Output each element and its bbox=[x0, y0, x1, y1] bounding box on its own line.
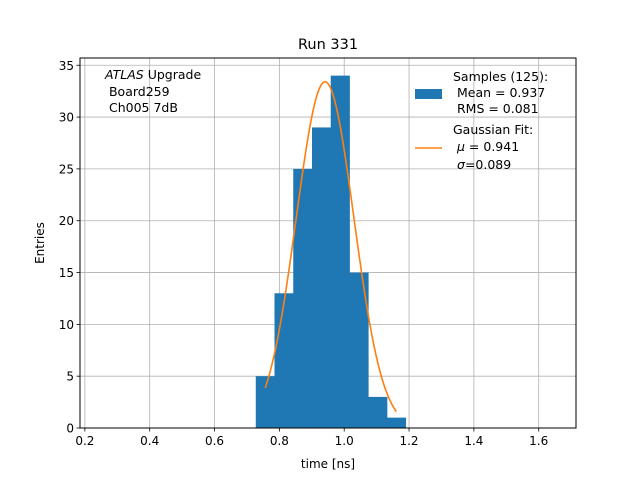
histogram-bar bbox=[293, 168, 313, 428]
histogram-bar bbox=[255, 376, 275, 428]
legend-fit-title: Gaussian Fit: bbox=[453, 122, 533, 137]
y-axis-label: Entries bbox=[33, 222, 47, 264]
legend-sigma-symbol: σ bbox=[457, 157, 466, 172]
histogram-bar bbox=[368, 396, 388, 428]
y-tick-label: 0 bbox=[66, 422, 74, 436]
x-tick-label: 0.6 bbox=[205, 434, 224, 448]
legend-samples-line-1: Samples (125): bbox=[453, 69, 548, 84]
x-tick-label: 1.4 bbox=[464, 434, 483, 448]
legend: Samples (125): Mean = 0.937 RMS = 0.081 … bbox=[415, 69, 548, 172]
x-tick-label: 1.2 bbox=[399, 434, 418, 448]
atlas-annotation: ATLAS Upgrade Board259 Ch005 7dB bbox=[104, 67, 201, 115]
y-tick-label: 20 bbox=[59, 214, 74, 228]
legend-samples-line-2: Mean = 0.937 bbox=[453, 85, 545, 100]
histogram-bar bbox=[349, 272, 369, 428]
histogram-bar bbox=[386, 417, 407, 428]
x-tick-label: 0.8 bbox=[270, 434, 289, 448]
histogram-bar bbox=[311, 127, 332, 429]
y-tick-label: 30 bbox=[59, 111, 74, 125]
axis-ticks: 0.2 0.4 0.6 0.8 1.0 1.2 1.4 1.6 0 5 10 15 20 25 30 35 bbox=[59, 59, 549, 448]
gaussian-fit-curve bbox=[264, 81, 397, 413]
annotation-line-3: Ch005 7dB bbox=[105, 100, 178, 115]
annotation-upgrade: Upgrade bbox=[144, 67, 202, 82]
histogram-bars bbox=[255, 75, 407, 429]
y-tick-label: 5 bbox=[66, 370, 74, 384]
x-tick-label: 1.0 bbox=[335, 434, 354, 448]
x-tick-label: 1.6 bbox=[529, 434, 548, 448]
legend-mu-value: = 0.941 bbox=[465, 139, 519, 154]
annotation-atlas: ATLAS bbox=[104, 67, 144, 82]
x-tick-label: 0.4 bbox=[140, 434, 159, 448]
histogram-bar bbox=[330, 75, 350, 428]
x-axis-label: time [ns] bbox=[301, 457, 355, 471]
y-tick-label: 25 bbox=[59, 162, 74, 176]
legend-fit-mu: μ = 0.941 bbox=[456, 139, 519, 154]
y-tick-label: 10 bbox=[59, 318, 74, 332]
chart-title: Run 331 bbox=[298, 37, 358, 53]
legend-samples-swatch bbox=[415, 89, 442, 99]
legend-fit-sigma: σ=0.089 bbox=[457, 157, 511, 172]
legend-mu-symbol: μ bbox=[456, 139, 465, 154]
y-tick-label: 15 bbox=[59, 266, 74, 280]
x-tick-label: 0.2 bbox=[75, 434, 94, 448]
annotation-line-1: ATLAS Upgrade bbox=[104, 67, 201, 82]
y-tick-label: 35 bbox=[59, 59, 74, 73]
legend-sigma-value: =0.089 bbox=[465, 157, 511, 172]
legend-samples-line-3: RMS = 0.081 bbox=[453, 101, 539, 116]
annotation-line-2: Board259 bbox=[105, 84, 170, 99]
plot-frame bbox=[79, 57, 577, 429]
histogram-bar bbox=[274, 293, 294, 428]
